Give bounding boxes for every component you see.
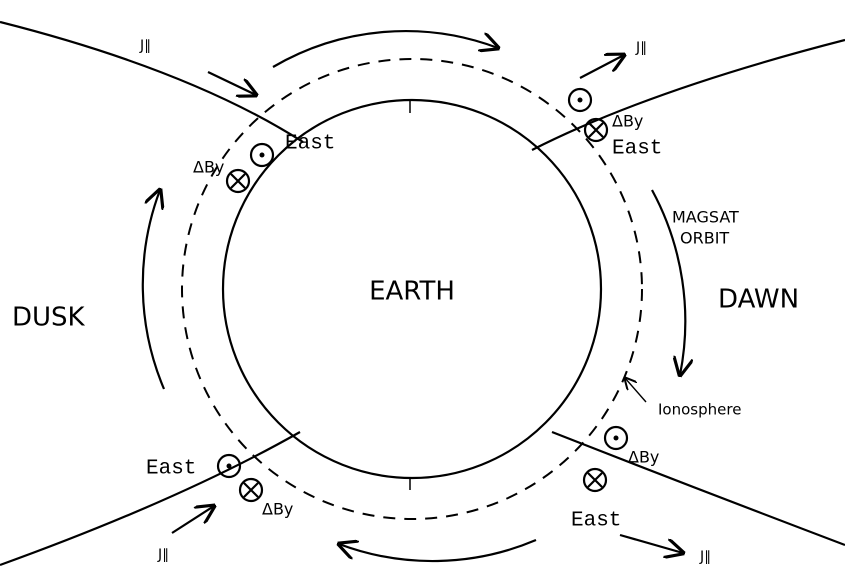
pointer-arrow [625, 378, 647, 403]
field-line [0, 431, 301, 567]
east-label: East [571, 510, 621, 533]
cross [587, 472, 603, 488]
current-label: J∥ [139, 38, 151, 54]
orbit-label: ORBIT [680, 229, 729, 248]
delta-b-label: ΔBy [612, 112, 643, 131]
current-arrow [171, 506, 214, 534]
current-arrow [207, 71, 256, 95]
earth-label: EARTH [369, 277, 455, 307]
delta-b-label: ΔBy [628, 448, 659, 467]
current-label: J∥ [635, 40, 647, 56]
current-label: J∥ [699, 549, 711, 565]
current-label: J∥ [157, 547, 169, 563]
field-line [551, 430, 845, 547]
dot-symbol [249, 142, 275, 168]
orbit-arrow [272, 30, 498, 68]
field-line [0, 20, 304, 143]
ionosphere-label: Ionosphere [658, 401, 741, 419]
orbit-label: MAGSAT [672, 208, 739, 227]
dots [226, 97, 619, 469]
dusk-label: DUSK [12, 303, 86, 333]
dawn-label: DAWN [718, 285, 799, 315]
ionosphere [181, 58, 643, 520]
cross-symbol [582, 467, 608, 493]
orbit-arrow [141, 190, 166, 390]
orbit-arrow [339, 538, 537, 563]
dot [613, 435, 619, 441]
cross-symbol [225, 168, 251, 194]
cross [230, 173, 246, 189]
field-line [531, 38, 845, 151]
cross-symbol [238, 477, 264, 503]
cross [243, 482, 259, 498]
dot [577, 97, 583, 103]
current-arrow [579, 55, 624, 79]
east-label: East [146, 458, 196, 481]
dot-symbol [603, 425, 629, 451]
dot-symbol [567, 87, 593, 113]
cross-symbol [583, 117, 609, 143]
dot-symbols [216, 87, 629, 479]
dot [259, 152, 265, 158]
cross-symbols [225, 117, 609, 503]
east-label: East [285, 133, 335, 156]
dot-symbol [216, 453, 242, 479]
dot [226, 463, 232, 469]
cross [588, 122, 604, 138]
delta-b-label: ΔBy [262, 500, 293, 519]
east-label: East [612, 138, 662, 161]
current-arrow [619, 533, 683, 553]
earth [221, 98, 603, 480]
delta-b-label: ΔBy [193, 158, 224, 177]
orbit-arrow [651, 189, 685, 375]
